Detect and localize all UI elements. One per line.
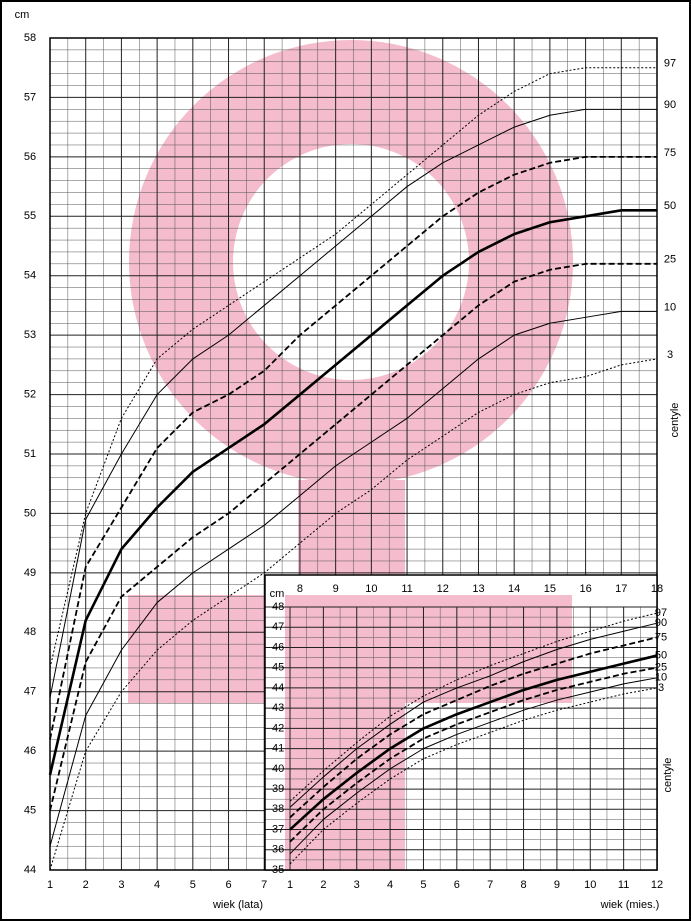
y-tick-label: 51: [24, 448, 36, 460]
y-tick-label: 50: [24, 507, 36, 519]
y-tick-label: 54: [24, 270, 36, 282]
x-tick-label: 7: [487, 879, 493, 891]
x-tick-label: 12: [437, 583, 449, 595]
y-tick-label: 45: [24, 804, 36, 816]
y-tick-label: 44: [24, 864, 36, 876]
y-axis-label: cm: [15, 9, 30, 21]
x-tick-label: 10: [365, 583, 377, 595]
x-tick-label: 8: [520, 879, 526, 891]
legend-label: 90: [655, 617, 667, 629]
centile-line: [289, 612, 658, 802]
y-tick-label: 43: [272, 702, 284, 714]
y-tick-label: 56: [24, 151, 36, 163]
centile-line: [49, 310, 657, 847]
legend-label: 75: [664, 147, 676, 159]
legend-label: 3: [658, 682, 664, 694]
centile-line: [49, 108, 657, 698]
y-tick-label: 48: [272, 601, 284, 613]
centile-line: [289, 636, 658, 819]
x-tick-label: 15: [544, 583, 556, 595]
x-tick-label: 6: [454, 879, 460, 891]
x-tick-label: 9: [554, 879, 560, 891]
x-axis-label: wiek (lata): [212, 899, 263, 911]
y-tick-label: 37: [272, 823, 284, 835]
x-tick-label: 1: [287, 879, 293, 891]
x-tick-label: 9: [333, 583, 339, 595]
x-tick-label: 5: [420, 879, 426, 891]
legend-title: centyle: [669, 403, 681, 438]
centile-line: [289, 654, 658, 831]
legend-label: 97: [664, 58, 676, 70]
y-tick-label: 36: [272, 844, 284, 856]
legend-label: 25: [664, 254, 676, 266]
centile-line: [49, 67, 657, 669]
y-tick-label: 49: [24, 567, 36, 579]
plot-frame: [264, 574, 658, 871]
y-tick-label: 46: [24, 745, 36, 757]
x-tick-label: 7: [261, 879, 267, 891]
y-tick-label: 44: [272, 682, 284, 694]
x-tick-label: 2: [83, 879, 89, 891]
legend-label: 50: [664, 200, 676, 212]
y-tick-label: 57: [24, 91, 36, 103]
x-tick-label: 17: [615, 583, 627, 595]
x-tick-label: 3: [354, 879, 360, 891]
y-axis-label: cm: [270, 588, 285, 600]
y-tick-label: 38: [272, 803, 284, 815]
legend-label: 97: [655, 607, 667, 619]
centile-line: [49, 155, 657, 740]
x-tick-label: 1: [47, 879, 53, 891]
y-tick-label: 39: [272, 783, 284, 795]
x-tick-label: 4: [154, 879, 160, 891]
x-tick-label: 6: [225, 879, 231, 891]
x-tick-label: 14: [508, 583, 520, 595]
centile-line: [48, 209, 657, 776]
centile-line: [289, 622, 658, 808]
legend-label: 25: [655, 662, 667, 674]
y-tick-label: 42: [272, 722, 284, 734]
x-tick-label: 12: [651, 879, 663, 891]
x-tick-label: 18: [651, 583, 663, 595]
y-tick-label: 45: [272, 662, 284, 674]
centile-line: [289, 666, 658, 843]
symbol-bar: [128, 595, 268, 703]
symbol-bar: [285, 595, 572, 703]
x-tick-label: 4: [387, 879, 393, 891]
x-tick-label: 10: [584, 879, 596, 891]
y-tick-label: 52: [24, 388, 36, 400]
legend-label: 10: [655, 672, 667, 684]
legend-label: 75: [655, 631, 667, 643]
centile-line: [289, 687, 658, 865]
x-tick-label: 16: [579, 583, 591, 595]
legend-label: 50: [655, 649, 667, 661]
x-axis-label: wiek (mies.): [600, 899, 660, 911]
centile-line: [289, 677, 658, 855]
x-tick-label: 3: [118, 879, 124, 891]
x-tick-label: 2: [320, 879, 326, 891]
y-tick-label: 55: [24, 210, 36, 222]
centile-line: [49, 262, 657, 811]
legend-label: 3: [667, 349, 673, 361]
symbol-stem: [285, 703, 405, 870]
x-tick-label: 13: [472, 583, 484, 595]
y-tick-label: 40: [272, 763, 284, 775]
y-tick-label: 53: [24, 329, 36, 341]
x-tick-label: 5: [190, 879, 196, 891]
legend-label: 90: [664, 99, 676, 111]
x-tick-label: 8: [297, 583, 303, 595]
y-tick-label: 41: [272, 743, 284, 755]
x-tick-label: 11: [401, 583, 412, 595]
legend-title: centyle: [662, 758, 674, 793]
centile-line: [49, 358, 658, 871]
legend-label: 10: [664, 301, 676, 313]
y-tick-label: 46: [272, 641, 284, 653]
y-tick-label: 48: [24, 626, 36, 638]
x-tick-label: 11: [618, 879, 629, 891]
y-tick-label: 58: [24, 32, 36, 44]
y-tick-label: 47: [272, 621, 284, 633]
y-tick-label: 47: [24, 686, 36, 698]
